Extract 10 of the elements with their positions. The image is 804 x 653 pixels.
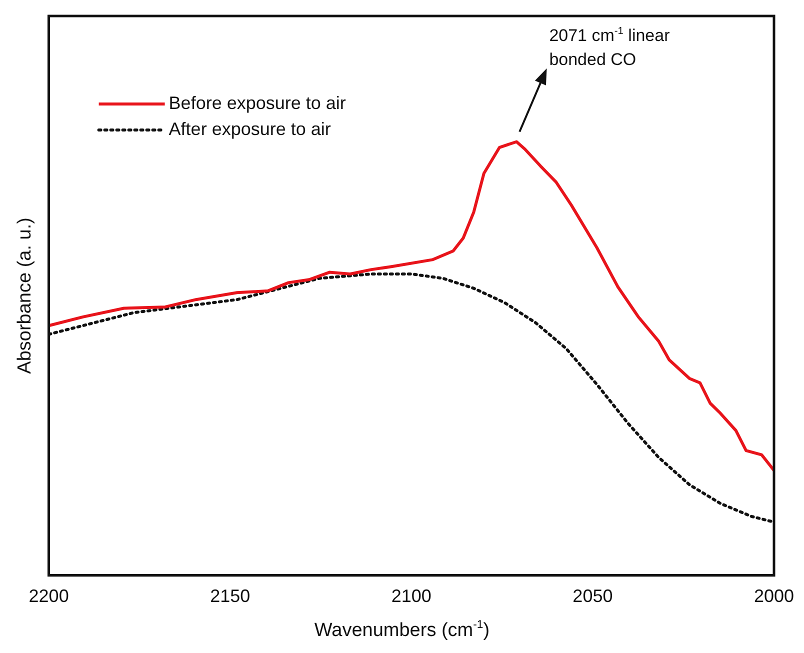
x-axis-title: Wavenumbers (cm$^{-1}$)	[313, 619, 491, 642]
text: 2071 cm$^{-1}$ linear bonded CO	[549, 24, 671, 71]
y-axis-title: Absorbance (a. u.)	[14, 218, 36, 374]
legend-label: After exposure to air	[168, 118, 331, 139]
x-tick-label: 2000	[754, 586, 794, 606]
x-tick-label: 2100	[391, 586, 432, 606]
x-tick-label: 2200	[28, 586, 69, 606]
x-tick-label: 2150	[210, 586, 250, 606]
x-tick-label: 2050	[572, 586, 613, 606]
legend-label: Before exposure to air	[168, 92, 346, 113]
